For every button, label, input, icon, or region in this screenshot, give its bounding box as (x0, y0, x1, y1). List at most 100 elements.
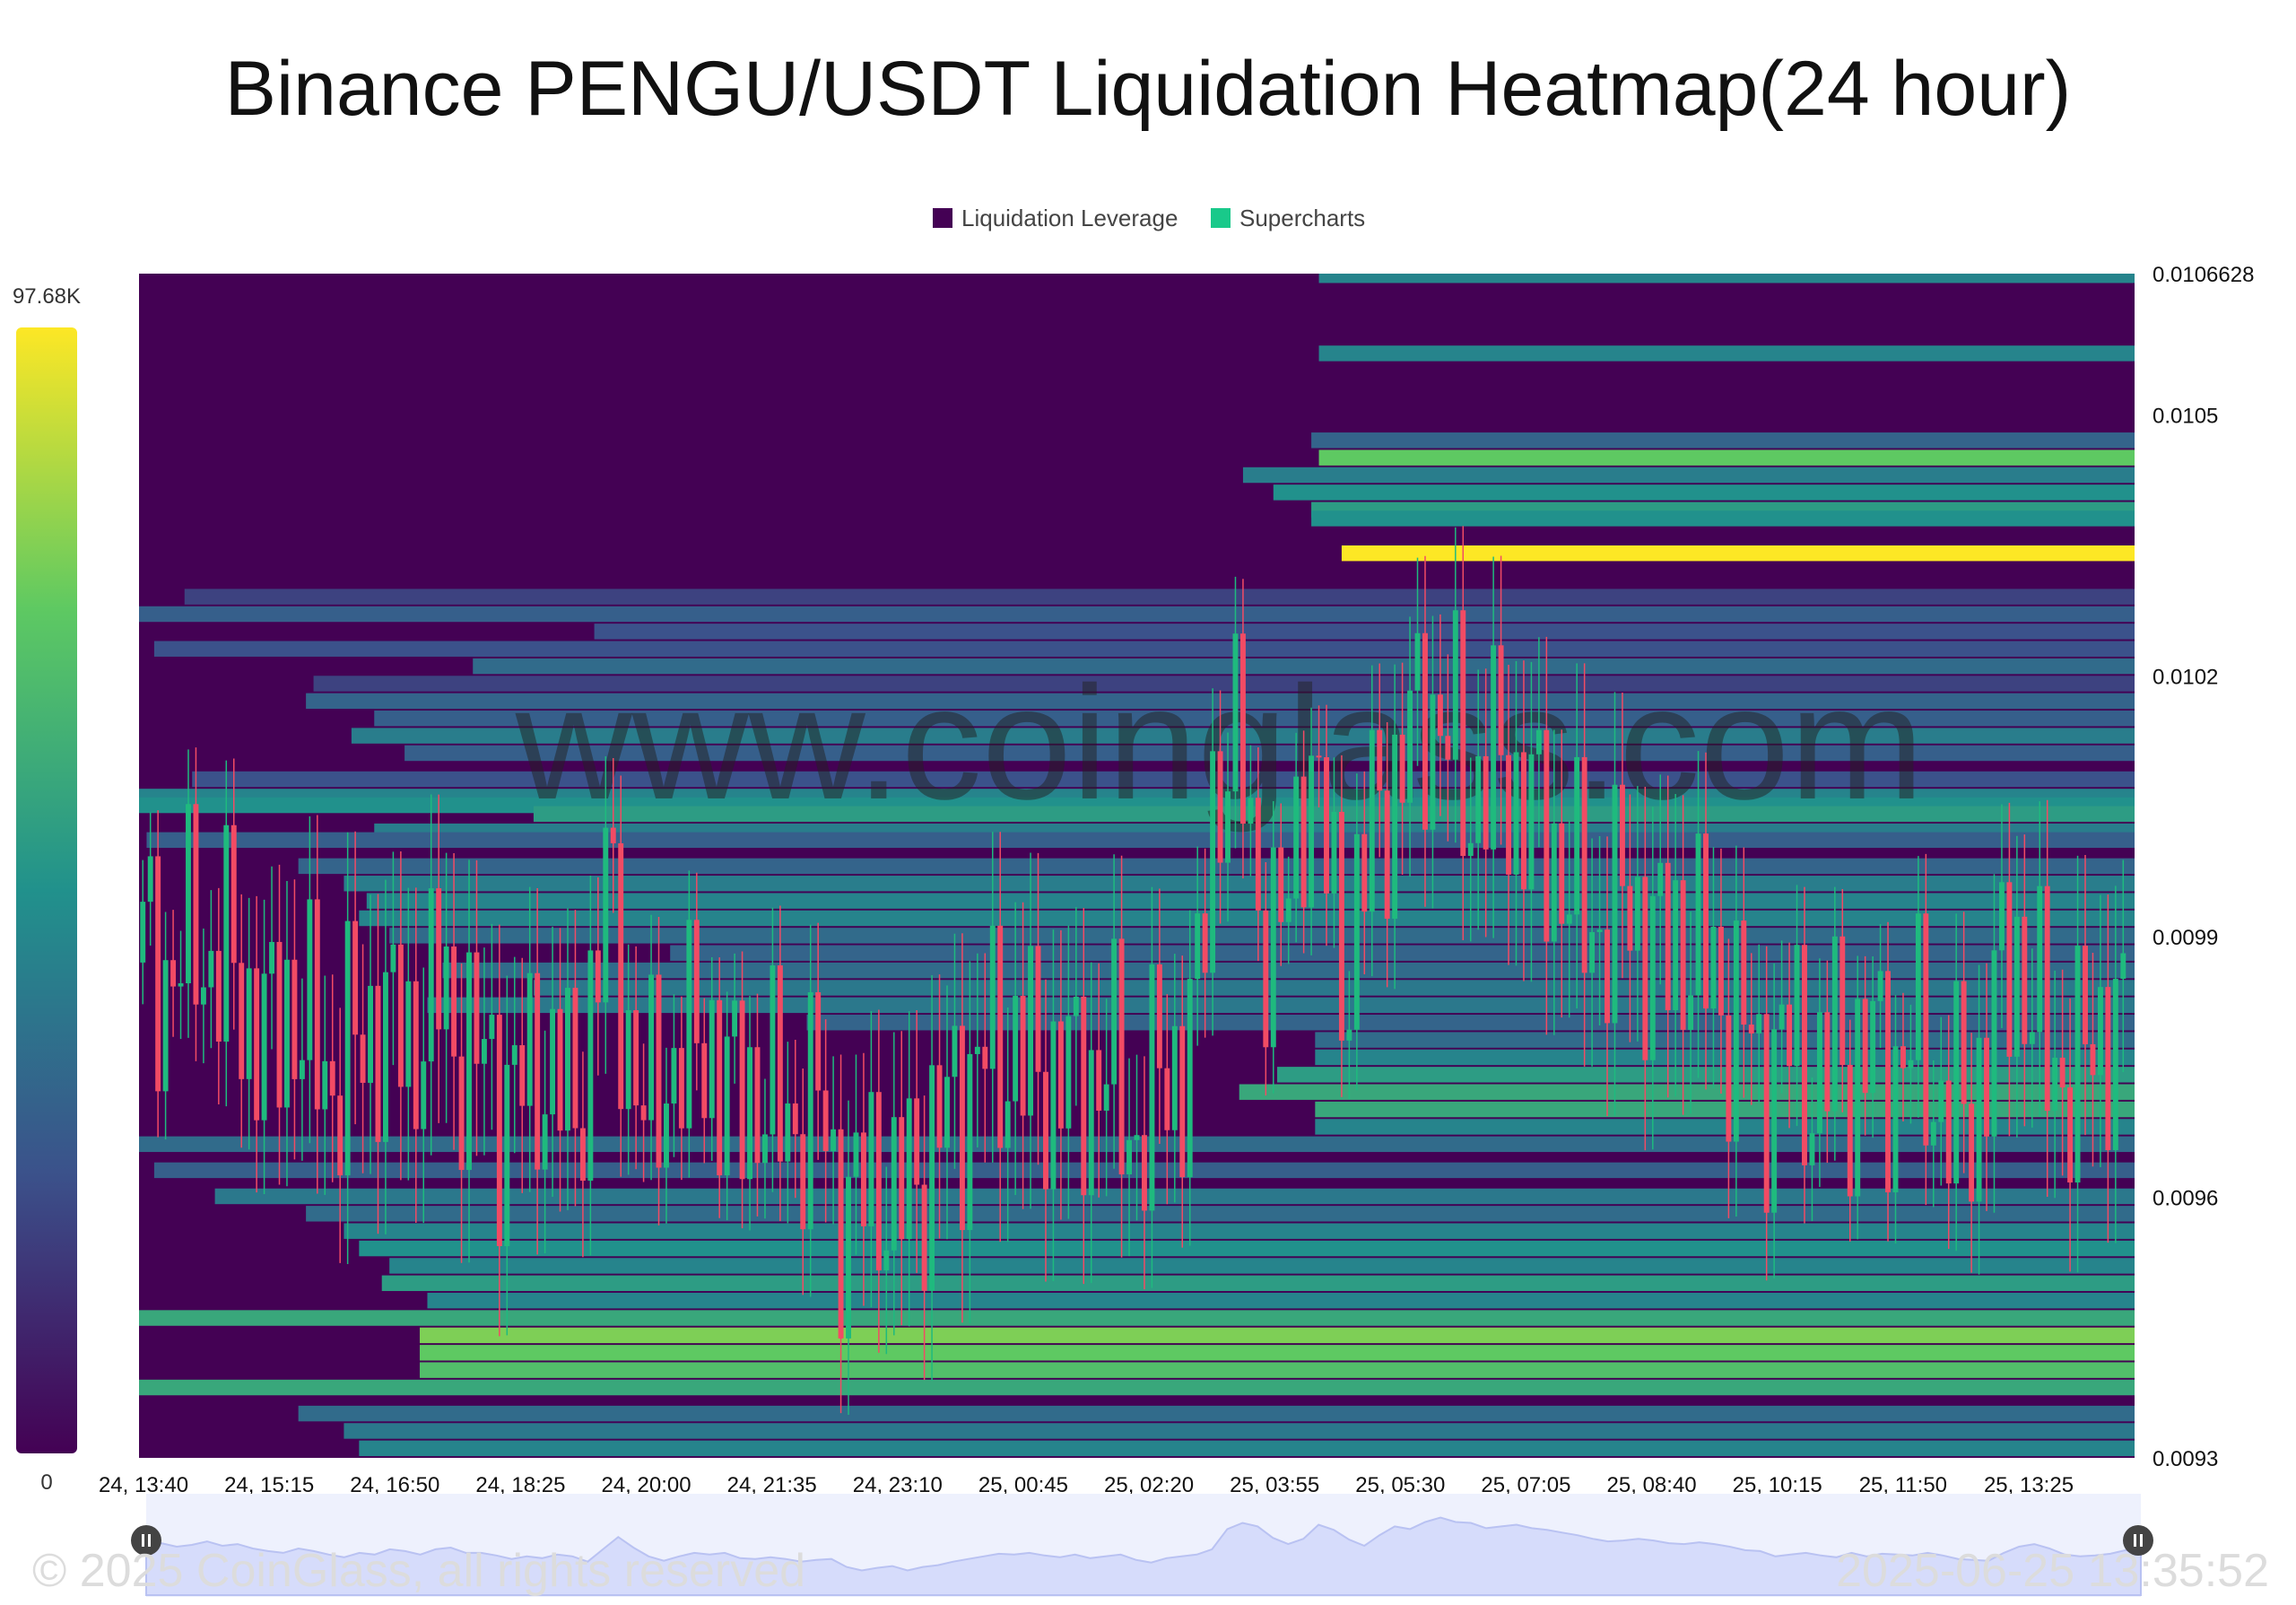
legend-swatch-liquidation-leverage[interactable] (933, 208, 952, 228)
candle (982, 953, 988, 1163)
candle (1771, 963, 1778, 1279)
candle (390, 851, 396, 1066)
candle (223, 760, 230, 1107)
candle (2006, 802, 2013, 1137)
candle (360, 944, 366, 1173)
candle (1309, 707, 1315, 955)
x-tick-label: 25, 11:50 (1859, 1473, 1947, 1497)
candle (1718, 848, 1724, 1094)
candle (299, 978, 305, 1161)
candle (269, 866, 275, 1050)
candle (261, 899, 267, 1195)
candle (761, 1078, 768, 1219)
liquidation-band (1318, 274, 2135, 283)
candle (1392, 664, 1398, 990)
candle (1210, 688, 1216, 1036)
candle (1414, 557, 1421, 766)
candle (929, 975, 935, 1382)
candle (1535, 637, 1542, 848)
candle (1938, 1016, 1944, 1186)
candle (724, 991, 730, 1221)
candle (1824, 960, 1831, 1164)
candle (2029, 948, 2035, 1128)
candle (640, 1043, 647, 1182)
candle (603, 756, 609, 1074)
candle (1945, 1015, 1952, 1250)
candle (1407, 616, 1413, 877)
candle (1521, 660, 1526, 981)
candle (1498, 555, 1504, 845)
candle (648, 914, 655, 1181)
x-tick-label: 25, 02:20 (1104, 1473, 1194, 1497)
liquidation-band (404, 745, 2135, 762)
candle (1369, 665, 1375, 977)
legend-swatch-supercharts[interactable] (1211, 208, 1231, 228)
candle (785, 1042, 791, 1224)
y-tick-label: 0.0093 (2152, 1447, 2218, 1471)
candle (1300, 730, 1307, 954)
candle (1004, 1007, 1011, 1243)
legend-label-liquidation-leverage[interactable]: Liquidation Leverage (961, 205, 1178, 231)
candle (466, 859, 472, 1263)
liquidation-band (1242, 467, 2135, 484)
x-tick-label: 25, 10:15 (1733, 1473, 1822, 1497)
candle (489, 923, 495, 1130)
candle (754, 993, 761, 1217)
candle (550, 926, 556, 1197)
candle (1278, 803, 1284, 966)
legend-label-supercharts[interactable]: Supercharts (1239, 205, 1365, 231)
candle (1915, 856, 1921, 1118)
candle (1035, 852, 1041, 1165)
candle (572, 910, 578, 1207)
candle (1528, 661, 1535, 982)
liquidation-band (1318, 449, 2135, 466)
liquidation-band (313, 676, 2135, 692)
candle (709, 957, 715, 1162)
candle (1984, 963, 1989, 1211)
candle (807, 924, 813, 1297)
liquidation-band (1311, 432, 2135, 449)
candle (307, 816, 313, 1144)
navigator-right-handle[interactable] (2123, 1525, 2153, 1556)
candle (664, 1047, 669, 1224)
candle (2083, 854, 2088, 1136)
x-tick-label: 25, 07:05 (1481, 1473, 1570, 1497)
candle (1802, 886, 1807, 1224)
candle (678, 996, 684, 1181)
candle (147, 812, 153, 946)
y-tick-label: 0.0099 (2152, 926, 2218, 950)
candle (1619, 693, 1625, 979)
candle (1103, 999, 1109, 1197)
candle (1969, 1033, 1975, 1273)
candle (511, 956, 517, 1154)
candle (860, 1052, 866, 1306)
colorbar[interactable] (16, 327, 77, 1453)
candle (1217, 690, 1223, 924)
candle (1877, 924, 1883, 1049)
candle (822, 1019, 829, 1223)
candle (170, 910, 177, 1037)
candle (1847, 1019, 1853, 1242)
candle (1195, 846, 1201, 1046)
liquidation-band (381, 1275, 2135, 1292)
candle (1460, 526, 1466, 940)
liquidation-band (153, 641, 2135, 657)
candle (1680, 795, 1686, 1115)
candle (1452, 527, 1458, 843)
candle (800, 1069, 806, 1295)
liquidation-band (359, 910, 2135, 927)
candle (1566, 820, 1572, 1018)
candle (1134, 1054, 1140, 1221)
candle (770, 907, 776, 1192)
navigator-left-handle[interactable] (131, 1525, 161, 1556)
candle (944, 985, 950, 1240)
candle (2022, 834, 2028, 1127)
liquidation-band (594, 624, 2135, 640)
colorbar-max-label: 97.68K (13, 284, 81, 309)
time-navigator[interactable] (131, 1494, 2153, 1597)
candle (186, 749, 191, 1038)
liquidation-band (427, 1292, 2135, 1309)
candle (838, 1054, 844, 1414)
y-tick-label: 0.0105 (2152, 405, 2218, 429)
candle (1073, 906, 1079, 1106)
